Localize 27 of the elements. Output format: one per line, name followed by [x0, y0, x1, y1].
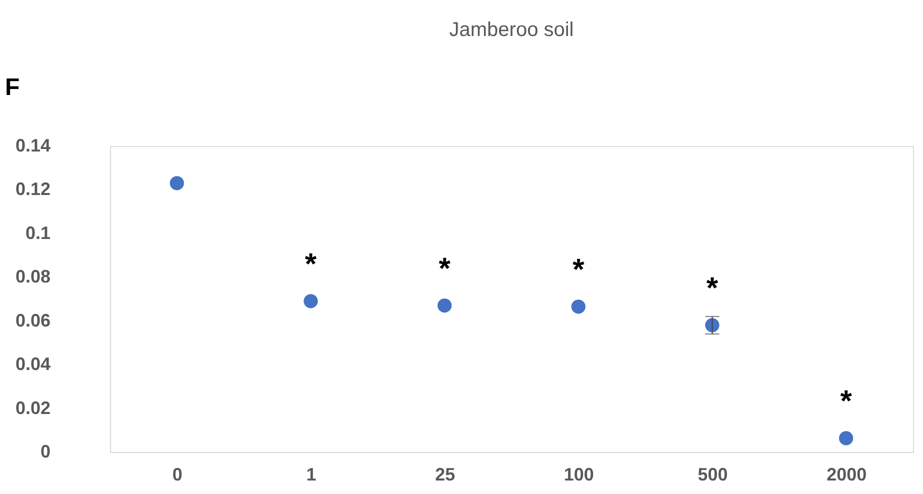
y-tick-label: 0.14: [15, 136, 50, 156]
point: [839, 431, 854, 446]
point: [304, 294, 318, 308]
point: [705, 318, 720, 332]
y-tick-label: 0.02: [15, 398, 50, 418]
point: [571, 300, 586, 314]
text: F: [5, 74, 20, 101]
y-tick-label: 0.04: [15, 354, 50, 374]
x-tick-label: 500: [698, 464, 728, 484]
annotation: *: [706, 272, 718, 306]
point: [438, 298, 452, 313]
y-tick-label: 0.08: [15, 266, 50, 287]
annotation: *: [438, 252, 451, 286]
x-tick-label: 100: [564, 464, 594, 484]
annotation: *: [572, 254, 585, 287]
y-tick-label: 0: [40, 442, 50, 462]
annotation: *: [840, 385, 852, 418]
y-tick-label: 0.1: [25, 222, 50, 243]
y-tick-label: 0.12: [15, 179, 50, 200]
point: [170, 176, 184, 190]
annotation: *: [304, 248, 317, 282]
x-tick-label: 0: [172, 464, 182, 484]
x-tick-label: 25: [435, 464, 456, 484]
x-tick-label: 1: [306, 464, 316, 484]
x-tick-label: 2000: [826, 464, 867, 484]
y-tick-label: 0.06: [15, 310, 50, 330]
chart-title: Jamberoo soil: [449, 19, 574, 41]
